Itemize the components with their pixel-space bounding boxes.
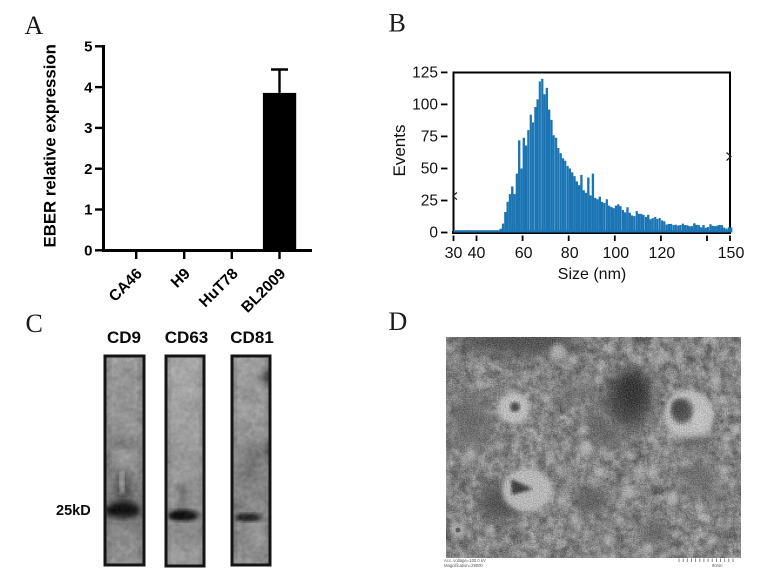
- svg-text:A: A: [25, 11, 44, 40]
- svg-text:30: 30: [445, 245, 463, 262]
- svg-text:125: 125: [412, 64, 438, 81]
- svg-text:120: 120: [649, 245, 676, 262]
- svg-text:CD81: CD81: [230, 328, 273, 347]
- svg-text:150: 150: [718, 245, 745, 262]
- svg-text:100: 100: [412, 96, 438, 113]
- svg-text:80: 80: [561, 245, 579, 262]
- svg-text:BL2009: BL2009: [238, 265, 289, 316]
- svg-text:75: 75: [421, 128, 438, 145]
- svg-text:H9: H9: [168, 265, 194, 291]
- svg-text:C: C: [26, 309, 43, 338]
- svg-text:90nm: 90nm: [712, 563, 723, 568]
- svg-text:0: 0: [84, 243, 92, 260]
- svg-text:Size (nm): Size (nm): [558, 266, 626, 283]
- svg-text:60: 60: [515, 245, 533, 262]
- svg-text:0: 0: [429, 225, 438, 242]
- svg-text:1: 1: [84, 202, 92, 219]
- svg-text:EBER relative expression: EBER relative expression: [41, 44, 60, 247]
- svg-text:4: 4: [84, 79, 93, 96]
- svg-text:CD9: CD9: [107, 328, 141, 347]
- svg-text:CD63: CD63: [165, 328, 208, 347]
- svg-text:50: 50: [421, 161, 439, 178]
- svg-text:Events: Events: [390, 125, 409, 177]
- svg-text:5: 5: [84, 39, 92, 56]
- svg-text:25: 25: [421, 193, 438, 210]
- svg-text:D: D: [389, 307, 408, 336]
- svg-text:3: 3: [84, 120, 92, 137]
- svg-text:Acc. voltage=100.0 kV: Acc. voltage=100.0 kV: [444, 558, 486, 563]
- svg-text:CA46: CA46: [106, 265, 146, 305]
- svg-text:40: 40: [468, 245, 486, 262]
- svg-text:25kD: 25kD: [56, 503, 91, 519]
- svg-text:100: 100: [602, 245, 629, 262]
- svg-text:HuT78: HuT78: [196, 265, 242, 311]
- svg-text:B: B: [389, 9, 406, 38]
- svg-text:2: 2: [84, 161, 92, 178]
- svg-text:Magnification=29000: Magnification=29000: [444, 563, 483, 568]
